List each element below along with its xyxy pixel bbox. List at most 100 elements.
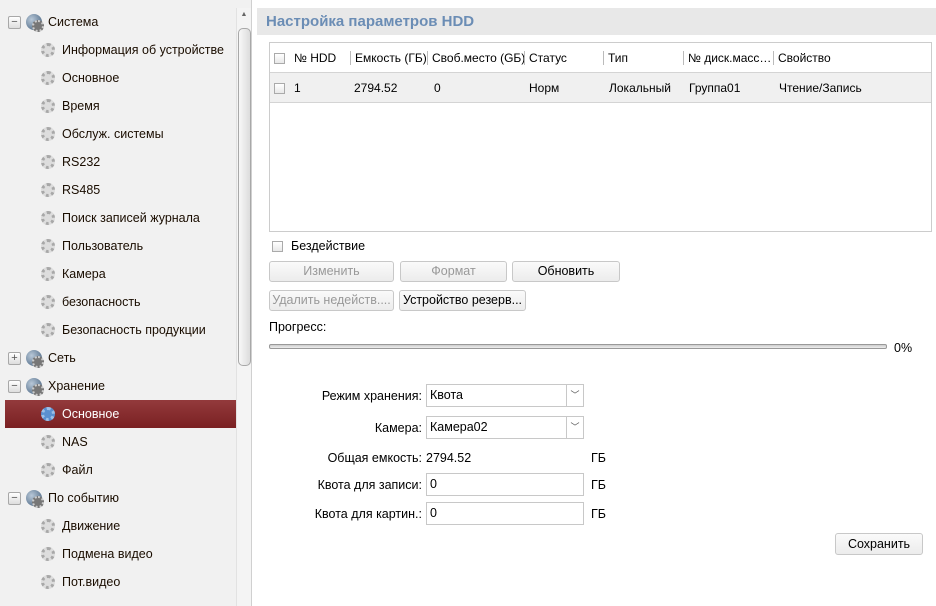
sidebar-item[interactable]: Время <box>5 92 236 120</box>
sidebar-item[interactable]: − Система <box>5 8 236 36</box>
delete-invalid-button[interactable]: Удалить недейств.... <box>269 290 394 311</box>
sidebar-item[interactable]: Пользователь <box>5 232 236 260</box>
unit-label: ГБ <box>591 507 606 521</box>
hdd-table: № HDD Емкость (ГБ) Своб.место (GБ) Стату… <box>269 42 932 232</box>
gear-icon <box>41 267 55 281</box>
total-capacity-value: 2794.52 <box>426 451 472 465</box>
sidebar-item-label: Файл <box>62 463 93 477</box>
picture-quota-input[interactable]: 0 <box>426 502 584 525</box>
record-quota-label: Квота для записи: <box>317 478 422 492</box>
sidebar-item-label: Основное <box>62 407 120 421</box>
sidebar-item-label: Движение <box>62 519 121 533</box>
total-capacity-label: Общая емкость: <box>327 451 422 465</box>
nav-tree: − Система Информация об устройстве Основное… <box>5 8 236 596</box>
progress-bar <box>269 344 887 349</box>
gear-icon <box>41 435 55 449</box>
gear-icon <box>41 211 55 225</box>
backup-device-button[interactable]: Устройство резерв... <box>399 290 526 311</box>
sidebar-item[interactable]: − Хранение <box>5 372 236 400</box>
col-free[interactable]: Своб.место (GБ) <box>427 50 524 65</box>
sidebar-item[interactable]: Подмена видео <box>5 540 236 568</box>
format-button[interactable]: Формат <box>400 261 507 282</box>
sidebar-item-label: RS485 <box>62 183 101 197</box>
col-status[interactable]: Статус <box>524 50 603 65</box>
gear-icon <box>41 155 55 169</box>
unit-label: ГБ <box>591 478 606 492</box>
sidebar-item-label: Камера <box>62 267 106 281</box>
sidebar-item[interactable]: Информация об устройстве <box>5 36 236 64</box>
sidebar-item[interactable]: Движение <box>5 512 236 540</box>
idle-label: Бездействие <box>291 239 366 253</box>
sidebar-item-label: Подмена видео <box>62 547 153 561</box>
sidebar-item[interactable]: Поиск записей журнала <box>5 204 236 232</box>
record-quota-input[interactable]: 0 <box>426 473 584 496</box>
expand-icon[interactable]: + <box>8 351 21 365</box>
sidebar-item-label: Пот.видео <box>62 575 121 589</box>
edit-button[interactable]: Изменить <box>269 261 394 282</box>
sidebar-item-label: безопасность <box>62 295 141 309</box>
sidebar-item[interactable]: + Сеть <box>5 344 236 372</box>
sidebar-item-label: По событию <box>48 491 119 505</box>
chevron-down-icon: ﹀ <box>566 385 583 406</box>
save-button[interactable]: Сохранить <box>835 533 923 555</box>
gear-icon <box>41 547 55 561</box>
picture-quota-label: Квота для картин.: <box>314 507 422 521</box>
gear-icon <box>41 463 55 477</box>
collapse-icon[interactable]: − <box>8 379 21 393</box>
scrollbar-thumb[interactable] <box>238 28 251 366</box>
gear-icon <box>41 575 55 589</box>
globe-gear-icon <box>26 378 44 396</box>
col-capacity[interactable]: Емкость (ГБ) <box>350 50 427 65</box>
sidebar-item[interactable]: Пот.видео <box>5 568 236 596</box>
sidebar-item[interactable]: Основное <box>5 400 236 428</box>
row-checkbox[interactable] <box>274 82 285 94</box>
sidebar-scrollbar[interactable]: ▲ <box>236 8 251 606</box>
select-all-checkbox[interactable] <box>274 52 285 64</box>
sidebar-item[interactable]: Безопасность продукции <box>5 316 236 344</box>
refresh-button[interactable]: Обновить <box>512 261 620 282</box>
gear-icon <box>41 71 55 85</box>
main-panel: Настройка параметров HDD № HDD Емкость (… <box>257 0 936 606</box>
sidebar-item-label: Хранение <box>48 379 105 393</box>
globe-gear-icon <box>26 350 44 368</box>
sidebar-item[interactable]: − По событию <box>5 484 236 512</box>
gear-icon <box>41 519 55 533</box>
sidebar-item[interactable]: Обслуж. системы <box>5 120 236 148</box>
sidebar-item-label: Система <box>48 15 99 29</box>
scroll-up-icon[interactable]: ▲ <box>240 11 248 18</box>
sidebar-item-label: Обслуж. системы <box>62 127 164 141</box>
progress-value: 0% <box>894 341 913 355</box>
gear-icon <box>41 127 55 141</box>
table-row[interactable]: 1 2794.52 0 Норм Локальный Группа01 Чтен… <box>270 73 931 103</box>
collapse-icon[interactable]: − <box>8 15 21 29</box>
sidebar-item[interactable]: Камера <box>5 260 236 288</box>
globe-gear-icon <box>26 490 44 508</box>
sidebar-item-label: Основное <box>62 71 120 85</box>
gear-icon <box>41 323 55 337</box>
sidebar-item[interactable]: безопасность <box>5 288 236 316</box>
gear-icon <box>41 43 55 57</box>
sidebar-item-label: NAS <box>62 435 88 449</box>
gear-icon <box>41 239 55 253</box>
chevron-down-icon: ﹀ <box>566 417 583 438</box>
col-array[interactable]: № диск.масс… <box>683 50 773 65</box>
sidebar-item[interactable]: Файл <box>5 456 236 484</box>
collapse-icon[interactable]: − <box>8 491 21 505</box>
gear-icon <box>41 407 55 421</box>
col-hdd[interactable]: № HDD <box>294 50 337 65</box>
col-property[interactable]: Свойство <box>773 50 923 65</box>
col-type[interactable]: Тип <box>603 50 683 65</box>
storage-mode-select[interactable]: Квота ﹀ <box>426 384 584 407</box>
sidebar-item[interactable]: Основное <box>5 64 236 92</box>
sidebar-item[interactable]: RS485 <box>5 176 236 204</box>
unit-label: ГБ <box>591 451 606 465</box>
idle-checkbox[interactable] <box>272 241 283 252</box>
gear-icon <box>41 99 55 113</box>
globe-gear-icon <box>26 14 44 32</box>
progress-label: Прогресс: <box>269 320 327 334</box>
sidebar-item[interactable]: RS232 <box>5 148 236 176</box>
sidebar-item-label: Поиск записей журнала <box>62 211 200 225</box>
sidebar-item-label: Безопасность продукции <box>62 323 206 337</box>
sidebar-item[interactable]: NAS <box>5 428 236 456</box>
camera-select[interactable]: Камера02 ﹀ <box>426 416 584 439</box>
